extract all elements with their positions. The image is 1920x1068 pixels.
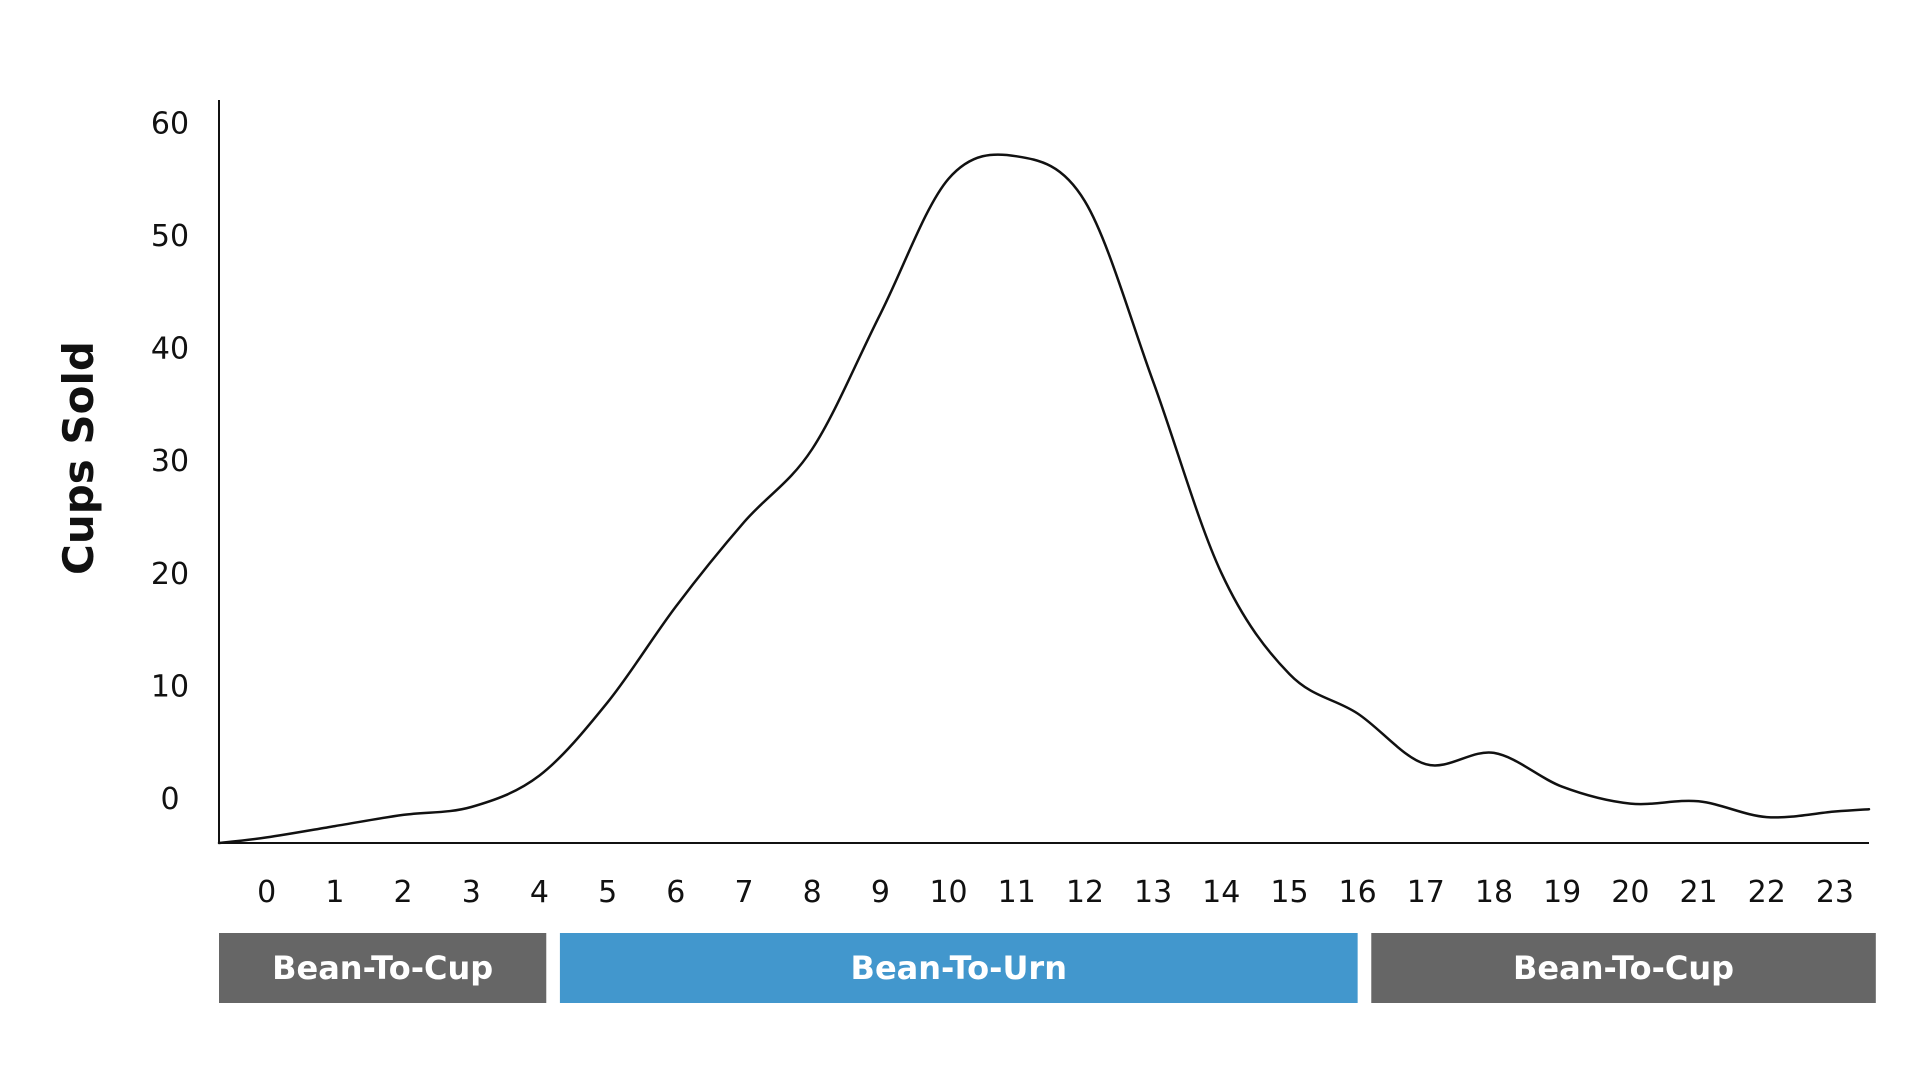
x-tick-label: 14 — [1202, 875, 1240, 910]
x-tick-label: 6 — [666, 875, 685, 910]
x-tick-label: 22 — [1748, 875, 1786, 910]
x-tick-label: 13 — [1134, 875, 1172, 910]
y-tick-label: 10 — [151, 669, 189, 704]
y-tick-label: 60 — [151, 107, 189, 142]
mode-band-label: Bean-To-Urn — [851, 949, 1067, 987]
y-tick-label: 50 — [151, 219, 189, 254]
x-tick-label: 12 — [1066, 875, 1104, 910]
x-tick-label: 5 — [598, 875, 617, 910]
y-tick-label: 40 — [151, 332, 189, 367]
x-tick-label: 16 — [1339, 875, 1377, 910]
y-tick-label: 20 — [151, 557, 189, 592]
mode-band-label: Bean-To-Cup — [272, 949, 493, 987]
x-tick-label: 23 — [1816, 875, 1854, 910]
x-tick-label: 18 — [1475, 875, 1513, 910]
x-tick-label: 8 — [803, 875, 822, 910]
mode-band — [1371, 933, 1876, 1003]
x-tick-label: 3 — [462, 875, 481, 910]
x-tick-label: 0 — [257, 875, 276, 910]
mode-band-label: Bean-To-Cup — [1513, 949, 1734, 987]
mode-band — [219, 933, 547, 1003]
x-tick-label: 21 — [1679, 875, 1717, 910]
x-tick-label: 4 — [530, 875, 549, 910]
y-tick-labels: 0 10 20 30 40 50 60 — [151, 107, 189, 817]
x-tick-label: 15 — [1270, 875, 1308, 910]
x-tick-label: 19 — [1543, 875, 1581, 910]
series-lines — [217, 153, 1871, 845]
axes — [218, 100, 1869, 844]
x-tick-label: 7 — [734, 875, 753, 910]
x-tick-label: 20 — [1611, 875, 1649, 910]
y-tick-label: 30 — [151, 444, 189, 479]
x-tick-label: 2 — [394, 875, 413, 910]
x-tick-label: 9 — [871, 875, 890, 910]
y-tick-label: 0 — [160, 782, 179, 817]
x-tick-label: 10 — [929, 875, 967, 910]
y-axis-label: Cups Sold — [54, 341, 103, 575]
cups-sold-line — [217, 153, 1871, 845]
x-tick-label: 17 — [1407, 875, 1445, 910]
mode-bands: Bean-To-Cup Bean-To-Urn Bean-To-Cup — [219, 933, 1876, 1003]
mode-band — [559, 933, 1358, 1003]
x-tick-label: 11 — [998, 875, 1036, 910]
x-tick-labels: 0 1 2 3 4 5 6 7 8 9 10 11 12 13 14 15 16 17 18 19 20 21 22 23 — [257, 875, 1854, 910]
x-tick-label: 1 — [325, 875, 344, 910]
